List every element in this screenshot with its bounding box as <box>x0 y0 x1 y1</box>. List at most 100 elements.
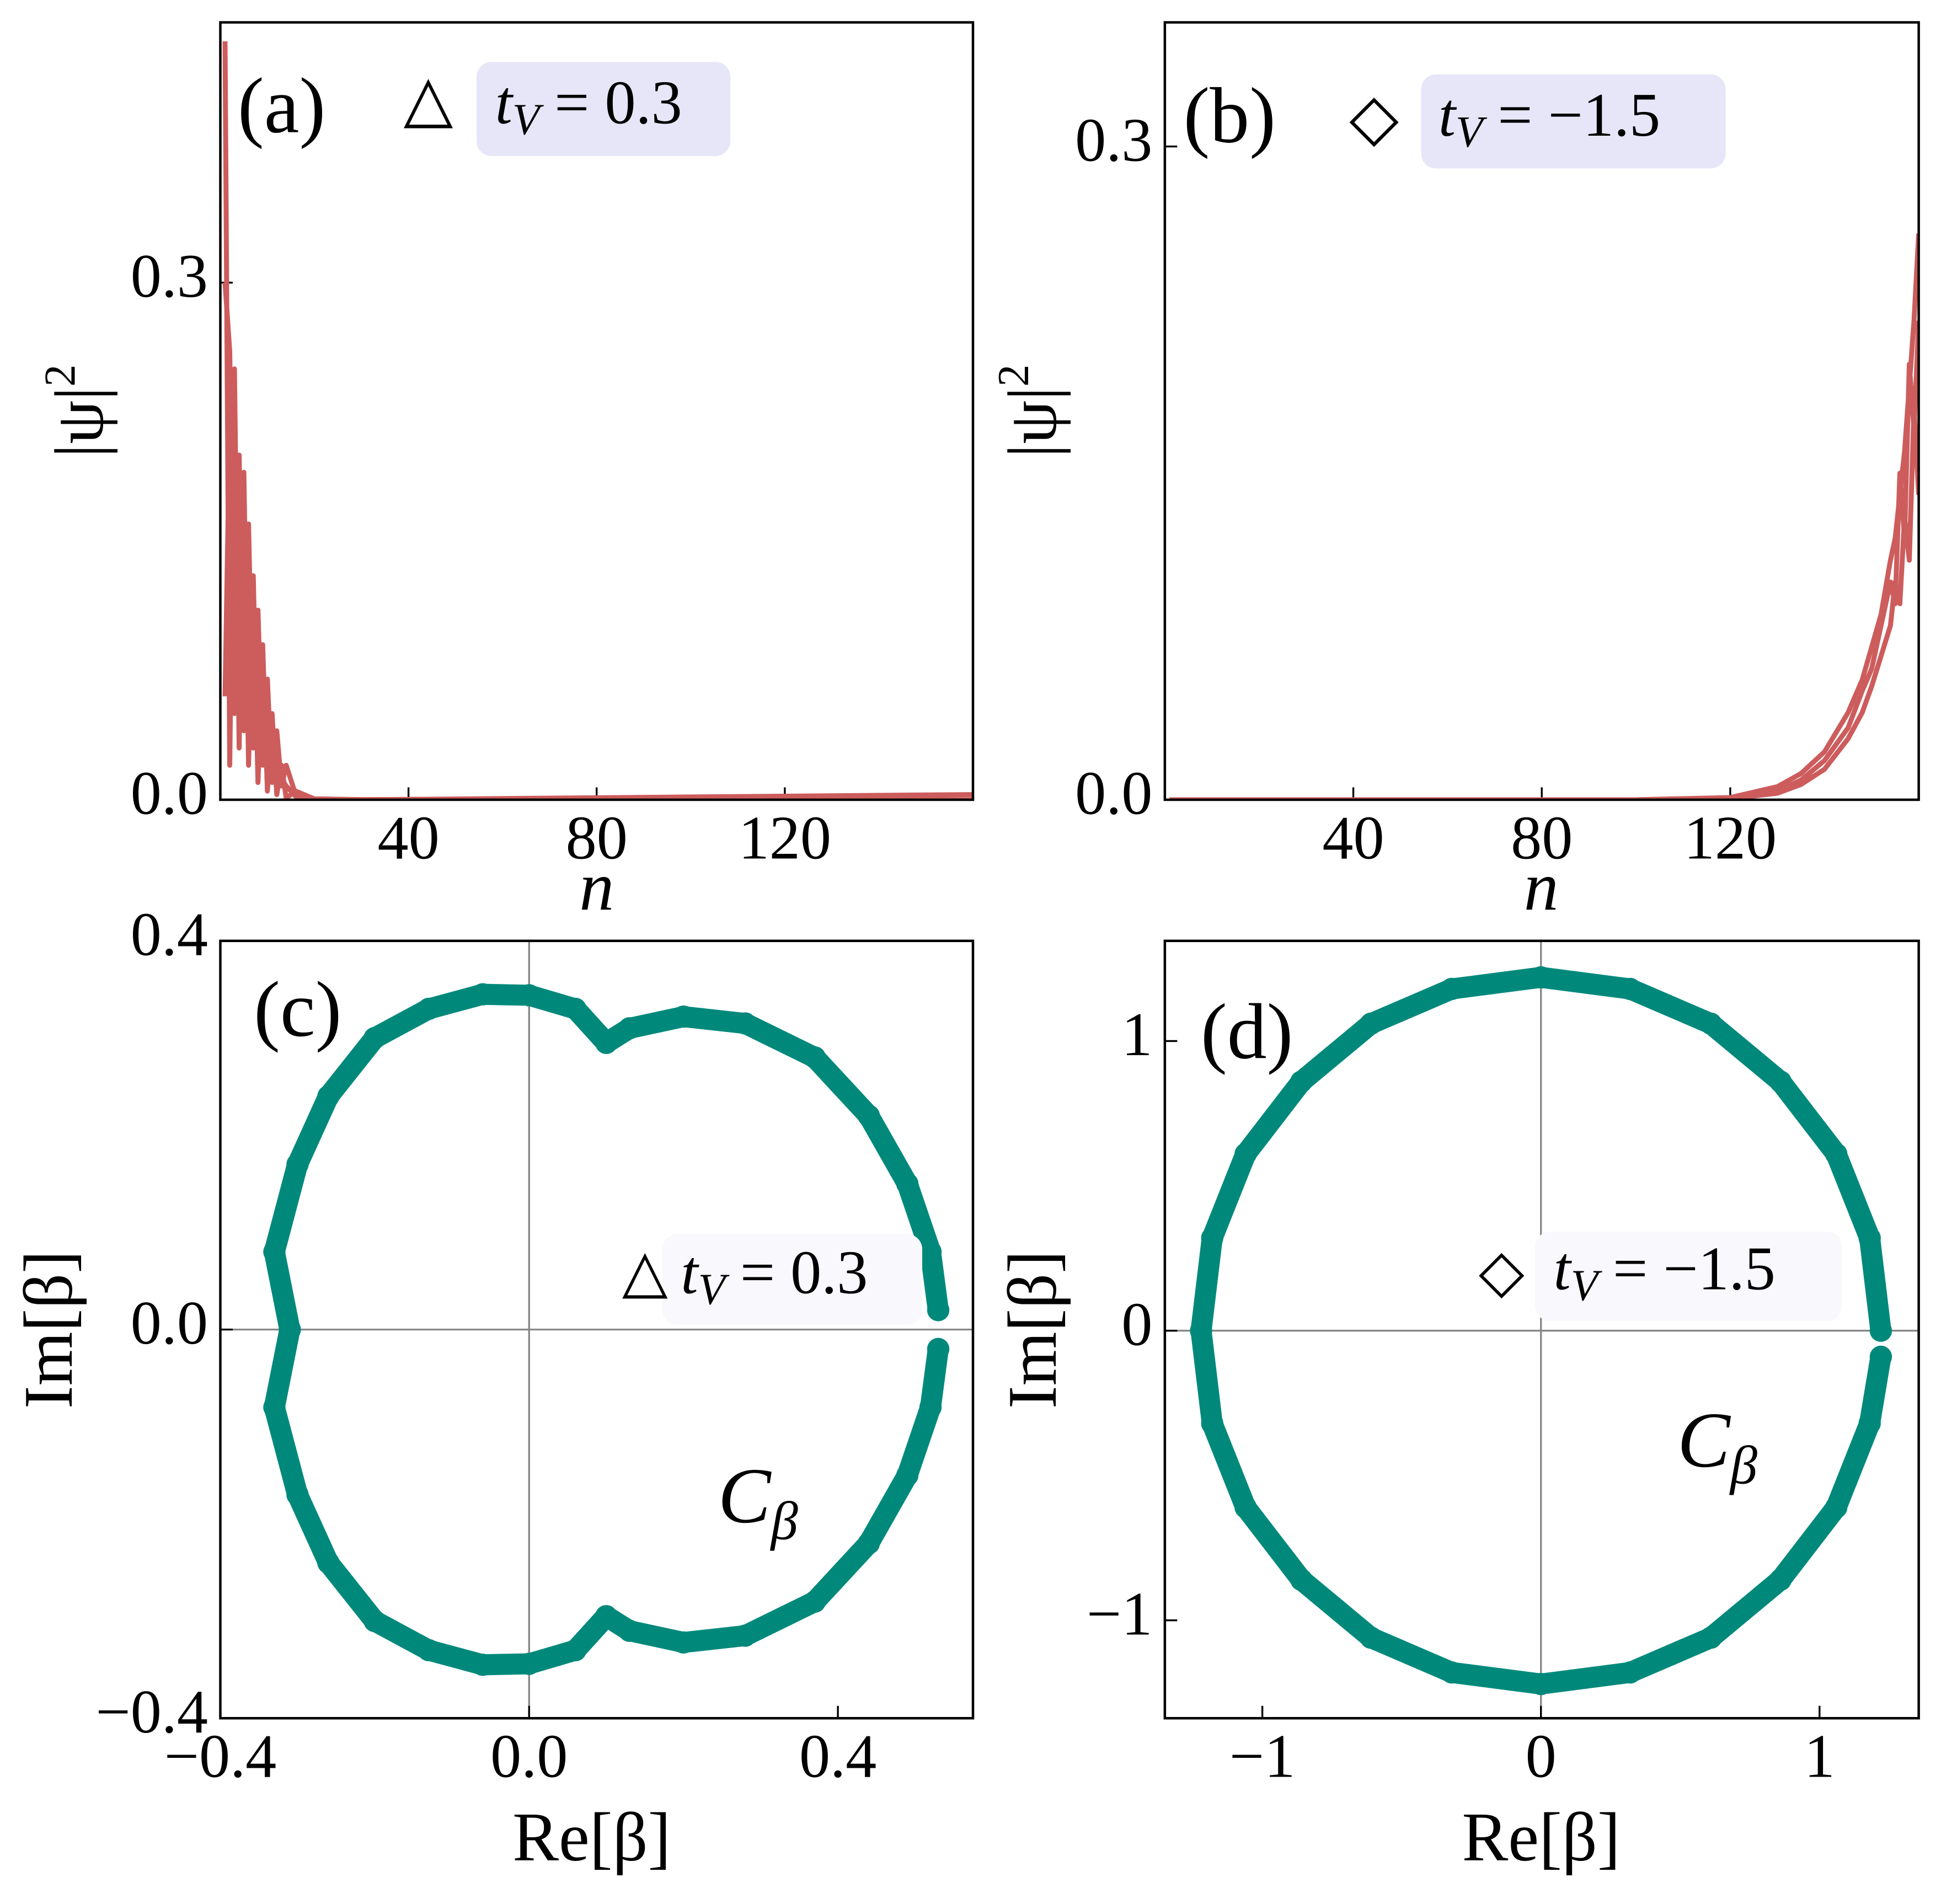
point <box>1290 1568 1313 1591</box>
point <box>1869 1319 1892 1342</box>
point <box>1290 1070 1313 1093</box>
point <box>1234 1143 1257 1165</box>
point <box>472 1654 494 1676</box>
annotation-symbol: t <box>681 1238 699 1307</box>
annotation-subscript: V <box>1456 108 1488 157</box>
point <box>1190 1319 1212 1342</box>
point <box>1699 1012 1723 1035</box>
point <box>919 1396 942 1419</box>
y-label-text: Im[β] <box>10 1250 87 1409</box>
point <box>279 1318 301 1341</box>
annotation-box <box>662 1234 922 1325</box>
annotation-value: = 0.3 <box>740 1238 868 1307</box>
annotation-marker: △ <box>622 1237 668 1306</box>
curve-symbol: C <box>1677 1397 1731 1484</box>
y-label-text: |ψ| <box>994 387 1071 458</box>
annotation-marker: ◇ <box>1479 1237 1525 1306</box>
point <box>564 1639 587 1662</box>
annotation-value: = −1.5 <box>1613 1235 1776 1303</box>
point <box>1858 1227 1881 1249</box>
y-label-text: |ψ| <box>41 387 118 458</box>
annotation-value: = −1.5 <box>1498 81 1660 149</box>
x-tick-label: 40 <box>1322 804 1384 872</box>
annotation-symbol: t <box>1554 1235 1573 1303</box>
panel-label: (b) <box>1184 72 1276 160</box>
point <box>518 984 541 1007</box>
point <box>1619 1661 1641 1684</box>
point <box>1825 1496 1848 1519</box>
x-axis-label: Re[β] <box>512 1799 671 1876</box>
axes-frame <box>1163 939 1920 1720</box>
panel-label: (a) <box>238 62 325 150</box>
point <box>857 1532 880 1555</box>
point <box>1440 977 1463 1001</box>
y-tick-label: 0.3 <box>131 242 208 311</box>
curve-symbol: C <box>718 1452 772 1540</box>
axes-frame <box>1163 21 1920 801</box>
point <box>1825 1143 1848 1165</box>
panel-label: (d) <box>1201 988 1293 1076</box>
point <box>1699 1627 1723 1649</box>
point <box>518 1652 541 1675</box>
y-tick-label: 1 <box>1121 1001 1152 1069</box>
point <box>418 1639 440 1662</box>
x-tick-label: 0.0 <box>490 1723 568 1791</box>
point <box>672 1631 695 1654</box>
point <box>263 1396 286 1419</box>
point <box>1869 1345 1892 1368</box>
annotation-symbol: t <box>1439 81 1457 149</box>
x-tick-label: 40 <box>378 804 440 872</box>
point <box>734 1012 757 1035</box>
point <box>1360 1627 1382 1649</box>
x-axis-label: n <box>579 848 614 925</box>
point <box>564 997 587 1020</box>
curve-subscript: β <box>1729 1435 1758 1495</box>
point <box>595 1031 618 1054</box>
axes-frame <box>219 21 975 801</box>
series-line <box>1169 405 1919 800</box>
y-axis-label: |ψ|2 <box>988 365 1071 458</box>
point <box>1530 1673 1552 1696</box>
annotation-box <box>1534 1232 1842 1321</box>
annotation-subscript: V <box>1571 1261 1603 1310</box>
point <box>317 1552 340 1574</box>
point <box>618 1017 641 1040</box>
annotation-subscript: V <box>698 1265 730 1314</box>
point <box>618 1619 641 1642</box>
series-line <box>1169 320 1919 800</box>
point <box>672 1006 695 1028</box>
point <box>317 1085 340 1108</box>
x-tick-label: 80 <box>566 804 628 872</box>
y-axis-label: Im[β] <box>10 1250 87 1409</box>
point <box>927 1299 950 1322</box>
point <box>919 1240 942 1263</box>
point <box>1619 977 1641 1001</box>
point <box>734 1624 757 1647</box>
point <box>1201 1412 1223 1435</box>
y-tick-label: 0 <box>1121 1290 1152 1359</box>
y-axis-label: |ψ|2 <box>35 365 118 458</box>
y-axis-label: Im[β] <box>994 1250 1071 1409</box>
x-tick-label: 120 <box>739 804 831 872</box>
x-tick-label: −1 <box>1229 1723 1295 1791</box>
point <box>286 1153 309 1176</box>
annotation-box <box>477 62 731 156</box>
point <box>472 983 494 1006</box>
curve-label: Cβ <box>1677 1397 1758 1495</box>
annotation-subscript: V <box>512 95 544 144</box>
x-tick-label: 120 <box>1684 804 1777 872</box>
y-tick-label: 0.0 <box>1075 760 1152 828</box>
point <box>595 1605 618 1628</box>
point <box>1530 966 1552 989</box>
x-axis-label: Re[β] <box>1462 1799 1620 1876</box>
point <box>1201 1227 1223 1249</box>
annotation-text: tV = −1.5 <box>1439 81 1660 157</box>
curve-label: Cβ <box>718 1452 799 1551</box>
annotation-marker: ◇ <box>1349 79 1399 154</box>
point <box>803 1590 826 1613</box>
y-tick-label: 0.4 <box>131 901 208 969</box>
x-tick-label: 1 <box>1804 1723 1835 1791</box>
y-label-superscript: 2 <box>988 365 1038 387</box>
annotation-symbol: t <box>495 68 514 137</box>
